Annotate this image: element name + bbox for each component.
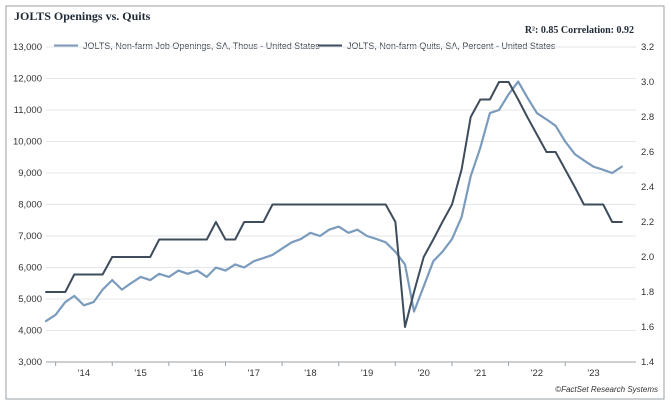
left-tick-label: 9,000 [18, 168, 42, 179]
right-tick-label: 2.2 [641, 217, 654, 228]
left-tick-label: 4,000 [18, 326, 42, 337]
series-layer [44, 80, 623, 328]
x-tick-label: '14 [78, 368, 90, 379]
x-tick-label: '19 [361, 368, 373, 379]
left-tick-label: 12,000 [13, 74, 42, 85]
left-tick-label: 8,000 [18, 200, 42, 211]
left-tick-label: 10,000 [13, 137, 42, 148]
legend: JOLTS, Non-farm Job Openings, SA, Thous … [54, 41, 556, 51]
right-tick-label: 2.4 [641, 182, 654, 193]
x-tick-label: '18 [304, 368, 316, 379]
x-tick-label: '23 [587, 368, 599, 379]
right-tick-label: 2.6 [641, 147, 654, 158]
left-tick-label: 5,000 [18, 294, 42, 305]
legend-label-openings: JOLTS, Non-farm Job Openings, SA, Thous … [83, 41, 320, 51]
left-tick-label: 11,000 [14, 105, 42, 116]
x-tick-label: '15 [134, 368, 146, 379]
x-tick-label: '21 [474, 368, 486, 379]
left-axis-ticks: 3,000 4,000 5,000 6,000 7,000 8,000 9,000 10,00… [13, 42, 42, 368]
x-tick-label: '22 [531, 368, 543, 379]
right-tick-label: 2.8 [641, 112, 654, 123]
x-tick-label: '17 [248, 368, 260, 379]
left-tick-label: 3,000 [18, 357, 42, 368]
right-axis-ticks: 1.4 1.6 1.8 2.0 2.2 2.4 2.6 2.8 3.0 3.2 [641, 42, 654, 368]
right-tick-label: 1.8 [641, 287, 654, 298]
series-line-job-openings [44, 80, 623, 323]
source-credit: ©FactSet Research Systems [555, 385, 658, 394]
x-tick-label: '20 [417, 368, 429, 379]
right-tick-label: 3.2 [641, 42, 654, 53]
chart-border [5, 5, 665, 400]
left-tick-label: 7,000 [18, 231, 42, 242]
left-tick-label: 6,000 [18, 263, 42, 274]
legend-label-quits: JOLTS, Non-farm Quits, SA, Percent - Uni… [347, 41, 556, 51]
right-tick-label: 3.0 [641, 77, 654, 88]
x-tick-label: '16 [191, 368, 203, 379]
right-tick-label: 1.6 [641, 322, 654, 333]
left-tick-label: 13,000 [13, 42, 42, 53]
right-tick-label: 1.4 [641, 357, 654, 368]
x-axis-ticks: '14 '15 '16 '17 '18 '19 '20 '21 '22 '23 [55, 362, 600, 379]
right-tick-label: 2.0 [641, 252, 654, 263]
chart-title: JOLTS Openings vs. Quits [14, 9, 151, 23]
correlation-stat: R²: 0.85 Correlation: 0.92 [525, 25, 634, 36]
series-line-quits-rate [45, 81, 623, 328]
